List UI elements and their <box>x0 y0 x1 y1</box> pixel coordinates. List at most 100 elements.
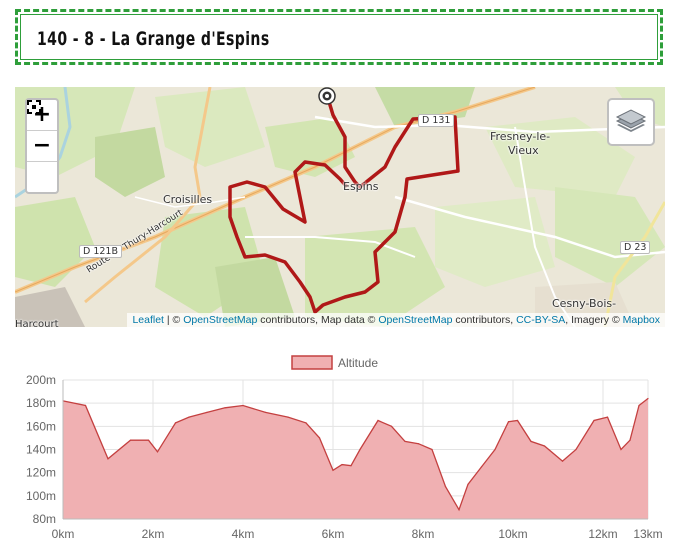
map-tiles <box>15 87 665 327</box>
altitude-point <box>561 460 564 462</box>
altitude-point <box>174 422 177 424</box>
altitude-point <box>224 407 226 409</box>
altitude-point <box>593 419 595 422</box>
field-area <box>155 87 265 167</box>
x-tick-label: 8km <box>412 527 435 541</box>
forest-area <box>95 127 165 197</box>
altitude-point <box>638 404 640 407</box>
altitude-point <box>377 419 379 422</box>
road-shield-d121b: D 121B <box>79 245 122 258</box>
field-area <box>305 227 445 327</box>
mapbox-link[interactable]: Mapbox <box>622 314 660 326</box>
fullscreen-icon[interactable] <box>27 100 57 192</box>
x-tick-label: 12km <box>588 527 617 541</box>
road-shield-d131: D 131 <box>418 114 455 127</box>
zoom-control: + − <box>25 98 59 194</box>
town-area <box>15 287 85 327</box>
leaflet-link[interactable]: Leaflet <box>132 314 164 326</box>
road <box>245 236 416 258</box>
place-label-harcourt: Harcourt <box>15 319 59 327</box>
altitude-point <box>341 464 343 466</box>
title-inner-border <box>20 14 658 60</box>
osm-link[interactable]: OpenStreetMap <box>183 314 258 326</box>
map-attribution: Leaflet | © OpenStreetMap contributors, … <box>127 313 665 327</box>
attrib-text-3: , Imagery © <box>565 314 623 326</box>
elevation-chart: 80m 100m 120m 140m 160m 180m 200m 0km 2km 4km 6km 8… <box>0 348 677 548</box>
altitude-point <box>359 448 361 451</box>
altitude-point <box>147 439 150 441</box>
legend-label: Altitude <box>338 356 378 370</box>
elevation-chart-svg: 80m 100m 120m 140m 160m 180m 200m 0km 2km 4km 6km 8… <box>26 355 663 541</box>
altitude-point <box>404 440 406 442</box>
x-tick-label: 2km <box>142 527 165 541</box>
altitude-point <box>467 483 469 485</box>
y-tick-label: 200m <box>26 373 56 387</box>
map[interactable]: Croisilles Espins Fresney-le- Vieux Cesn… <box>15 87 665 327</box>
field-area <box>555 187 665 287</box>
altitude-point <box>417 443 420 445</box>
place-label-cesny: Cesny-Bois- <box>552 297 617 310</box>
cc-by-sa-link[interactable]: CC-BY-SA <box>516 314 566 326</box>
altitude-point <box>156 451 159 453</box>
altitude-point <box>480 466 483 468</box>
altitude-point <box>318 437 321 439</box>
x-tick-label: 10km <box>498 527 527 541</box>
x-tick-label: 6km <box>322 527 345 541</box>
altitude-point <box>305 422 307 424</box>
altitude-point <box>530 440 532 442</box>
place-label-espins: Espins <box>343 180 379 193</box>
altitude-point <box>84 404 87 407</box>
layers-icon[interactable] <box>607 98 655 146</box>
road <box>514 126 576 327</box>
altitude-point <box>606 416 609 418</box>
field-area <box>15 197 95 287</box>
route-track <box>228 94 460 314</box>
attrib-text-2: contributors, <box>452 314 517 326</box>
title-panel: 140 - 8 - La Grange d'Espins <box>15 9 663 65</box>
field-area <box>265 117 355 177</box>
altitude-point <box>629 439 631 441</box>
altitude-point <box>507 421 510 423</box>
y-tick-label: 140m <box>26 443 56 457</box>
altitude-point <box>458 509 460 511</box>
x-tick-label: 13km <box>633 527 662 541</box>
x-tick-label: 0km <box>52 527 75 541</box>
attrib-sep: | © <box>163 314 184 326</box>
zoom-out-icon[interactable]: − <box>27 131 57 162</box>
zoom-in-icon[interactable]: + <box>27 100 57 131</box>
page-title: 140 - 8 - La Grange d'Espins <box>37 28 270 50</box>
altitude-point <box>287 416 289 418</box>
field-area <box>435 197 555 287</box>
attrib-text: contributors, Map data © <box>257 314 379 326</box>
y-tick-label: 160m <box>26 419 56 433</box>
altitude-point <box>431 448 433 451</box>
altitude-point <box>620 448 622 451</box>
road <box>603 201 665 327</box>
altitude-point <box>575 448 577 451</box>
altitude-point <box>516 419 519 422</box>
altitude-point <box>350 465 352 467</box>
altitude-point <box>494 448 496 451</box>
altitude-point <box>107 458 109 460</box>
place-label-fresney-1: Fresney-le- <box>490 130 551 143</box>
altitude-point <box>129 439 132 441</box>
altitude-point <box>264 411 267 413</box>
place-label-fresney-2: Vieux <box>508 144 539 157</box>
osm-link-2[interactable]: OpenStreetMap <box>378 314 453 326</box>
y-tick-label: 120m <box>26 466 56 480</box>
start-marker-icon[interactable] <box>318 87 336 105</box>
altitude-point <box>188 416 190 418</box>
forest-area <box>215 257 295 327</box>
altitude-point <box>390 425 393 427</box>
altitude-point <box>647 397 649 400</box>
altitude-point <box>206 411 208 413</box>
altitude-point <box>332 469 334 471</box>
y-tick-label: 80m <box>33 512 56 526</box>
altitude-point <box>242 404 244 407</box>
road <box>84 87 212 304</box>
altitude-point <box>543 445 546 447</box>
legend-swatch <box>291 355 333 370</box>
road-shield-d23: D 23 <box>620 241 651 254</box>
y-tick-label: 180m <box>26 396 56 410</box>
place-label-croisilles: Croisilles <box>163 193 213 206</box>
